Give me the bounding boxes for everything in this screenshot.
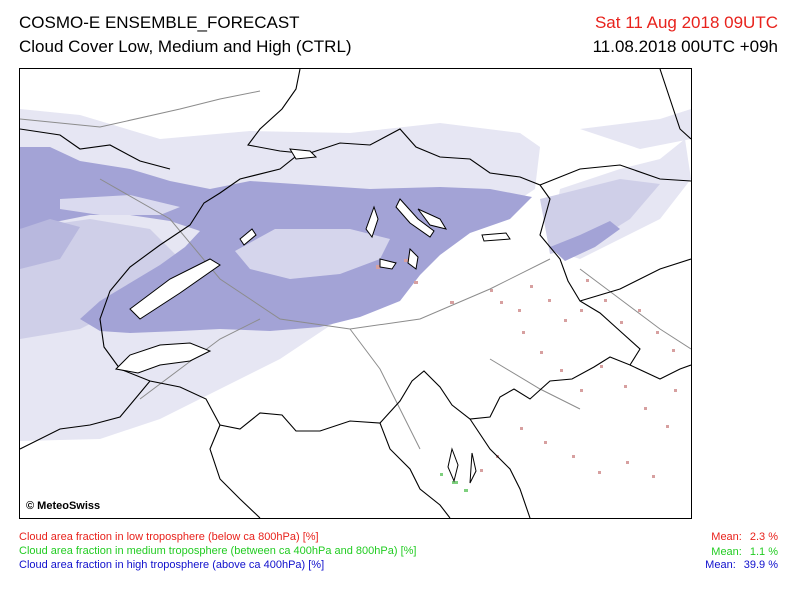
- forecast-map: © MeteoSwiss: [19, 68, 692, 519]
- map-canvas: [20, 69, 691, 518]
- high-cloud-band: [20, 147, 620, 333]
- copyright-label: © MeteoSwiss: [26, 500, 101, 512]
- legend-low-cloud: Cloud area fraction in low troposphere (…: [19, 531, 319, 543]
- product-title: COSMO-E ENSEMBLE_FORECAST: [19, 13, 300, 32]
- valid-time: Sat 11 Aug 2018 09UTC: [594, 13, 778, 32]
- legend-medium-cloud: Cloud area fraction in medium tropospher…: [19, 545, 417, 557]
- field-title: Cloud Cover Low, Medium and High (CTRL): [19, 37, 352, 56]
- low-cloud-specks: [376, 259, 677, 478]
- mean-medium-value: 1.1 %: [749, 546, 778, 558]
- lakes: [114, 148, 511, 484]
- mean-medium-label: Mean:: [711, 546, 742, 558]
- medium-cloud-specks: [440, 473, 468, 492]
- country-borders: [20, 69, 691, 518]
- mean-high-label: Mean:: [705, 559, 736, 571]
- mean-medium-cloud: Mean: 1.1 %: [711, 546, 778, 559]
- mean-low-label: Mean:: [711, 531, 742, 543]
- mean-high-cloud: Mean: 39.9 %: [705, 559, 778, 572]
- mean-high-value: 39.9 %: [743, 559, 778, 571]
- mean-low-cloud: Mean: 2.3 %: [711, 531, 778, 544]
- mean-low-value: 2.3 %: [749, 531, 778, 543]
- legend-high-cloud: Cloud area fraction in high troposphere …: [19, 559, 325, 571]
- run-time: 11.08.2018 00UTC +09h: [592, 37, 778, 56]
